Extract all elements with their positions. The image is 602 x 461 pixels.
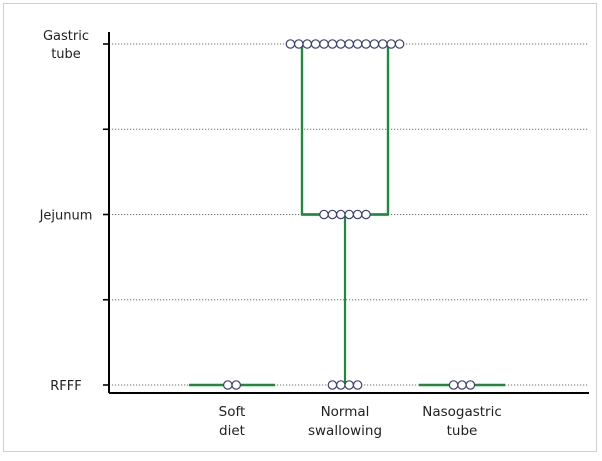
data-point	[352, 39, 363, 49]
x-category-label-line: diet	[219, 423, 245, 439]
data-point	[285, 39, 296, 49]
data-point	[465, 380, 476, 390]
x-category-label: Normal swallowing	[308, 404, 382, 439]
data-point	[344, 209, 354, 220]
data-point	[361, 209, 371, 220]
data-point	[335, 39, 346, 49]
data-point	[327, 39, 338, 49]
data-point	[386, 39, 396, 49]
x-category-label-line: Soft	[219, 404, 246, 420]
point-layer	[223, 39, 476, 390]
data-point	[352, 209, 363, 220]
label-layer: RFFF Jejunum Gastric tube Soft diet Normal swal…	[39, 29, 502, 439]
data-point	[344, 380, 354, 390]
data-point	[293, 39, 304, 49]
data-point	[335, 209, 346, 220]
y-tick-label-line: Gastric	[43, 29, 89, 44]
x-category-label: Nasogastric tube	[422, 404, 502, 439]
data-point	[448, 380, 459, 390]
x-category-label-line: Normal	[321, 404, 370, 420]
data-point	[231, 380, 241, 390]
data-point	[344, 39, 354, 49]
x-category-label: Soft diet	[219, 404, 246, 439]
data-point	[352, 380, 363, 390]
data-point	[302, 39, 312, 49]
y-tick-label: Jejunum	[39, 209, 93, 224]
data-point	[310, 39, 321, 49]
data-point	[394, 39, 405, 49]
y-tick-label-line: Jejunum	[39, 209, 93, 224]
data-point	[327, 209, 338, 220]
x-category-label-line: Nasogastric	[422, 404, 502, 420]
y-tick-label: Gastric tube	[43, 29, 89, 62]
data-point	[223, 380, 233, 390]
axis-layer	[103, 32, 589, 394]
data-point	[377, 39, 388, 49]
x-category-label-line: tube	[447, 423, 478, 439]
y-tick-label-line: tube	[51, 47, 81, 62]
box-iqr	[300, 42, 390, 216]
data-point	[319, 209, 329, 220]
data-point	[319, 39, 329, 49]
data-point	[457, 380, 467, 390]
data-point	[327, 380, 338, 390]
data-point	[335, 380, 346, 390]
y-tick-label-line: RFFF	[50, 379, 81, 394]
chart-frame: RFFF Jejunum Gastric tube Soft diet Normal swal…	[3, 3, 597, 452]
x-category-label-line: swallowing	[308, 423, 382, 439]
box-plot-chart: RFFF Jejunum Gastric tube Soft diet Normal swal…	[39, 29, 589, 439]
data-point	[369, 39, 380, 49]
y-tick-label: RFFF	[50, 379, 81, 394]
data-point	[361, 39, 371, 49]
